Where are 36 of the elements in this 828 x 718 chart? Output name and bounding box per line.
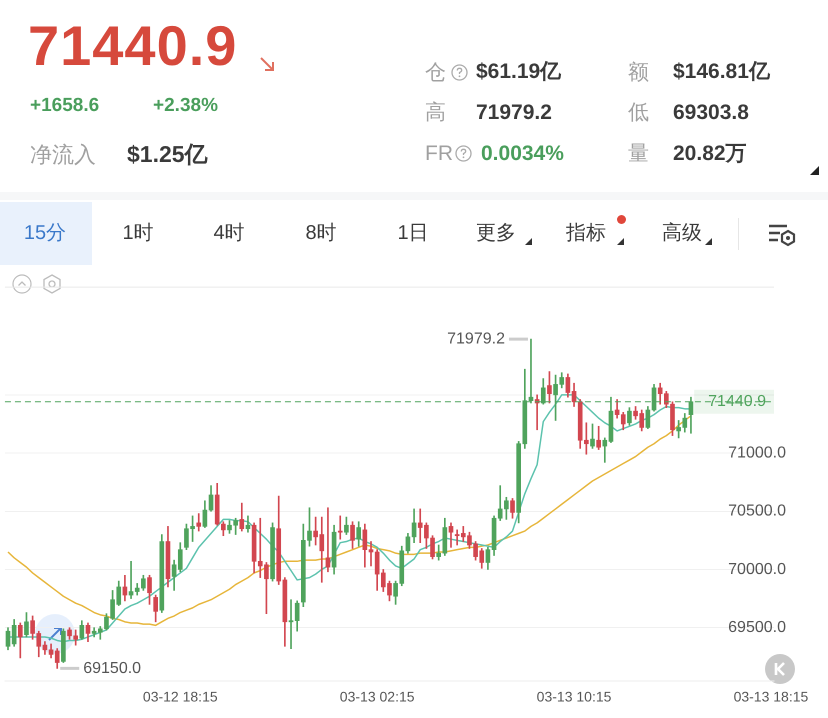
ref-line-label: 71440.9	[708, 393, 766, 410]
text: 8时	[305, 221, 337, 245]
text: 额	[628, 60, 649, 86]
chart-title: 71440.9	[28, 13, 238, 79]
annotation: 71979.2	[447, 330, 506, 348]
text: 低	[628, 100, 649, 126]
text: $61.19亿	[476, 59, 562, 84]
text: 高	[425, 100, 446, 126]
text: 指标	[566, 221, 606, 245]
y-tick-label: 70500.0	[728, 502, 786, 520]
text: 1时	[122, 221, 154, 245]
text: 量	[628, 141, 649, 166]
text: +1658.6	[30, 95, 100, 118]
text: 仓	[425, 60, 446, 86]
text: FR	[425, 141, 453, 166]
text: $146.81亿	[673, 59, 770, 84]
text: 0.0034%	[481, 141, 564, 166]
text: 净流入	[30, 142, 96, 168]
x-tick-label: 03-12 18:15	[142, 688, 218, 704]
x-tick-label: 03-13 02:15	[340, 688, 415, 704]
text: $1.25亿	[127, 141, 208, 169]
text: 高级	[662, 221, 702, 245]
y-tick-label: 70000.0	[728, 560, 786, 578]
x-tick-label: 03-13 10:15	[536, 688, 612, 704]
y-tick-label: 69500.0	[728, 619, 786, 636]
x-tick-label: 03-13 18:15	[734, 688, 808, 704]
annotation: 69150.0	[83, 660, 142, 677]
text: +2.38%	[153, 95, 218, 118]
y-tick-label: 71000.0	[728, 444, 786, 462]
text: 69303.8	[673, 100, 749, 126]
text: 1日	[397, 221, 429, 245]
text: 20.82万	[673, 141, 747, 166]
text: 更多	[476, 221, 516, 245]
text: 71979.2	[476, 100, 552, 126]
text: 15分	[24, 221, 66, 245]
text: 4时	[213, 221, 245, 245]
